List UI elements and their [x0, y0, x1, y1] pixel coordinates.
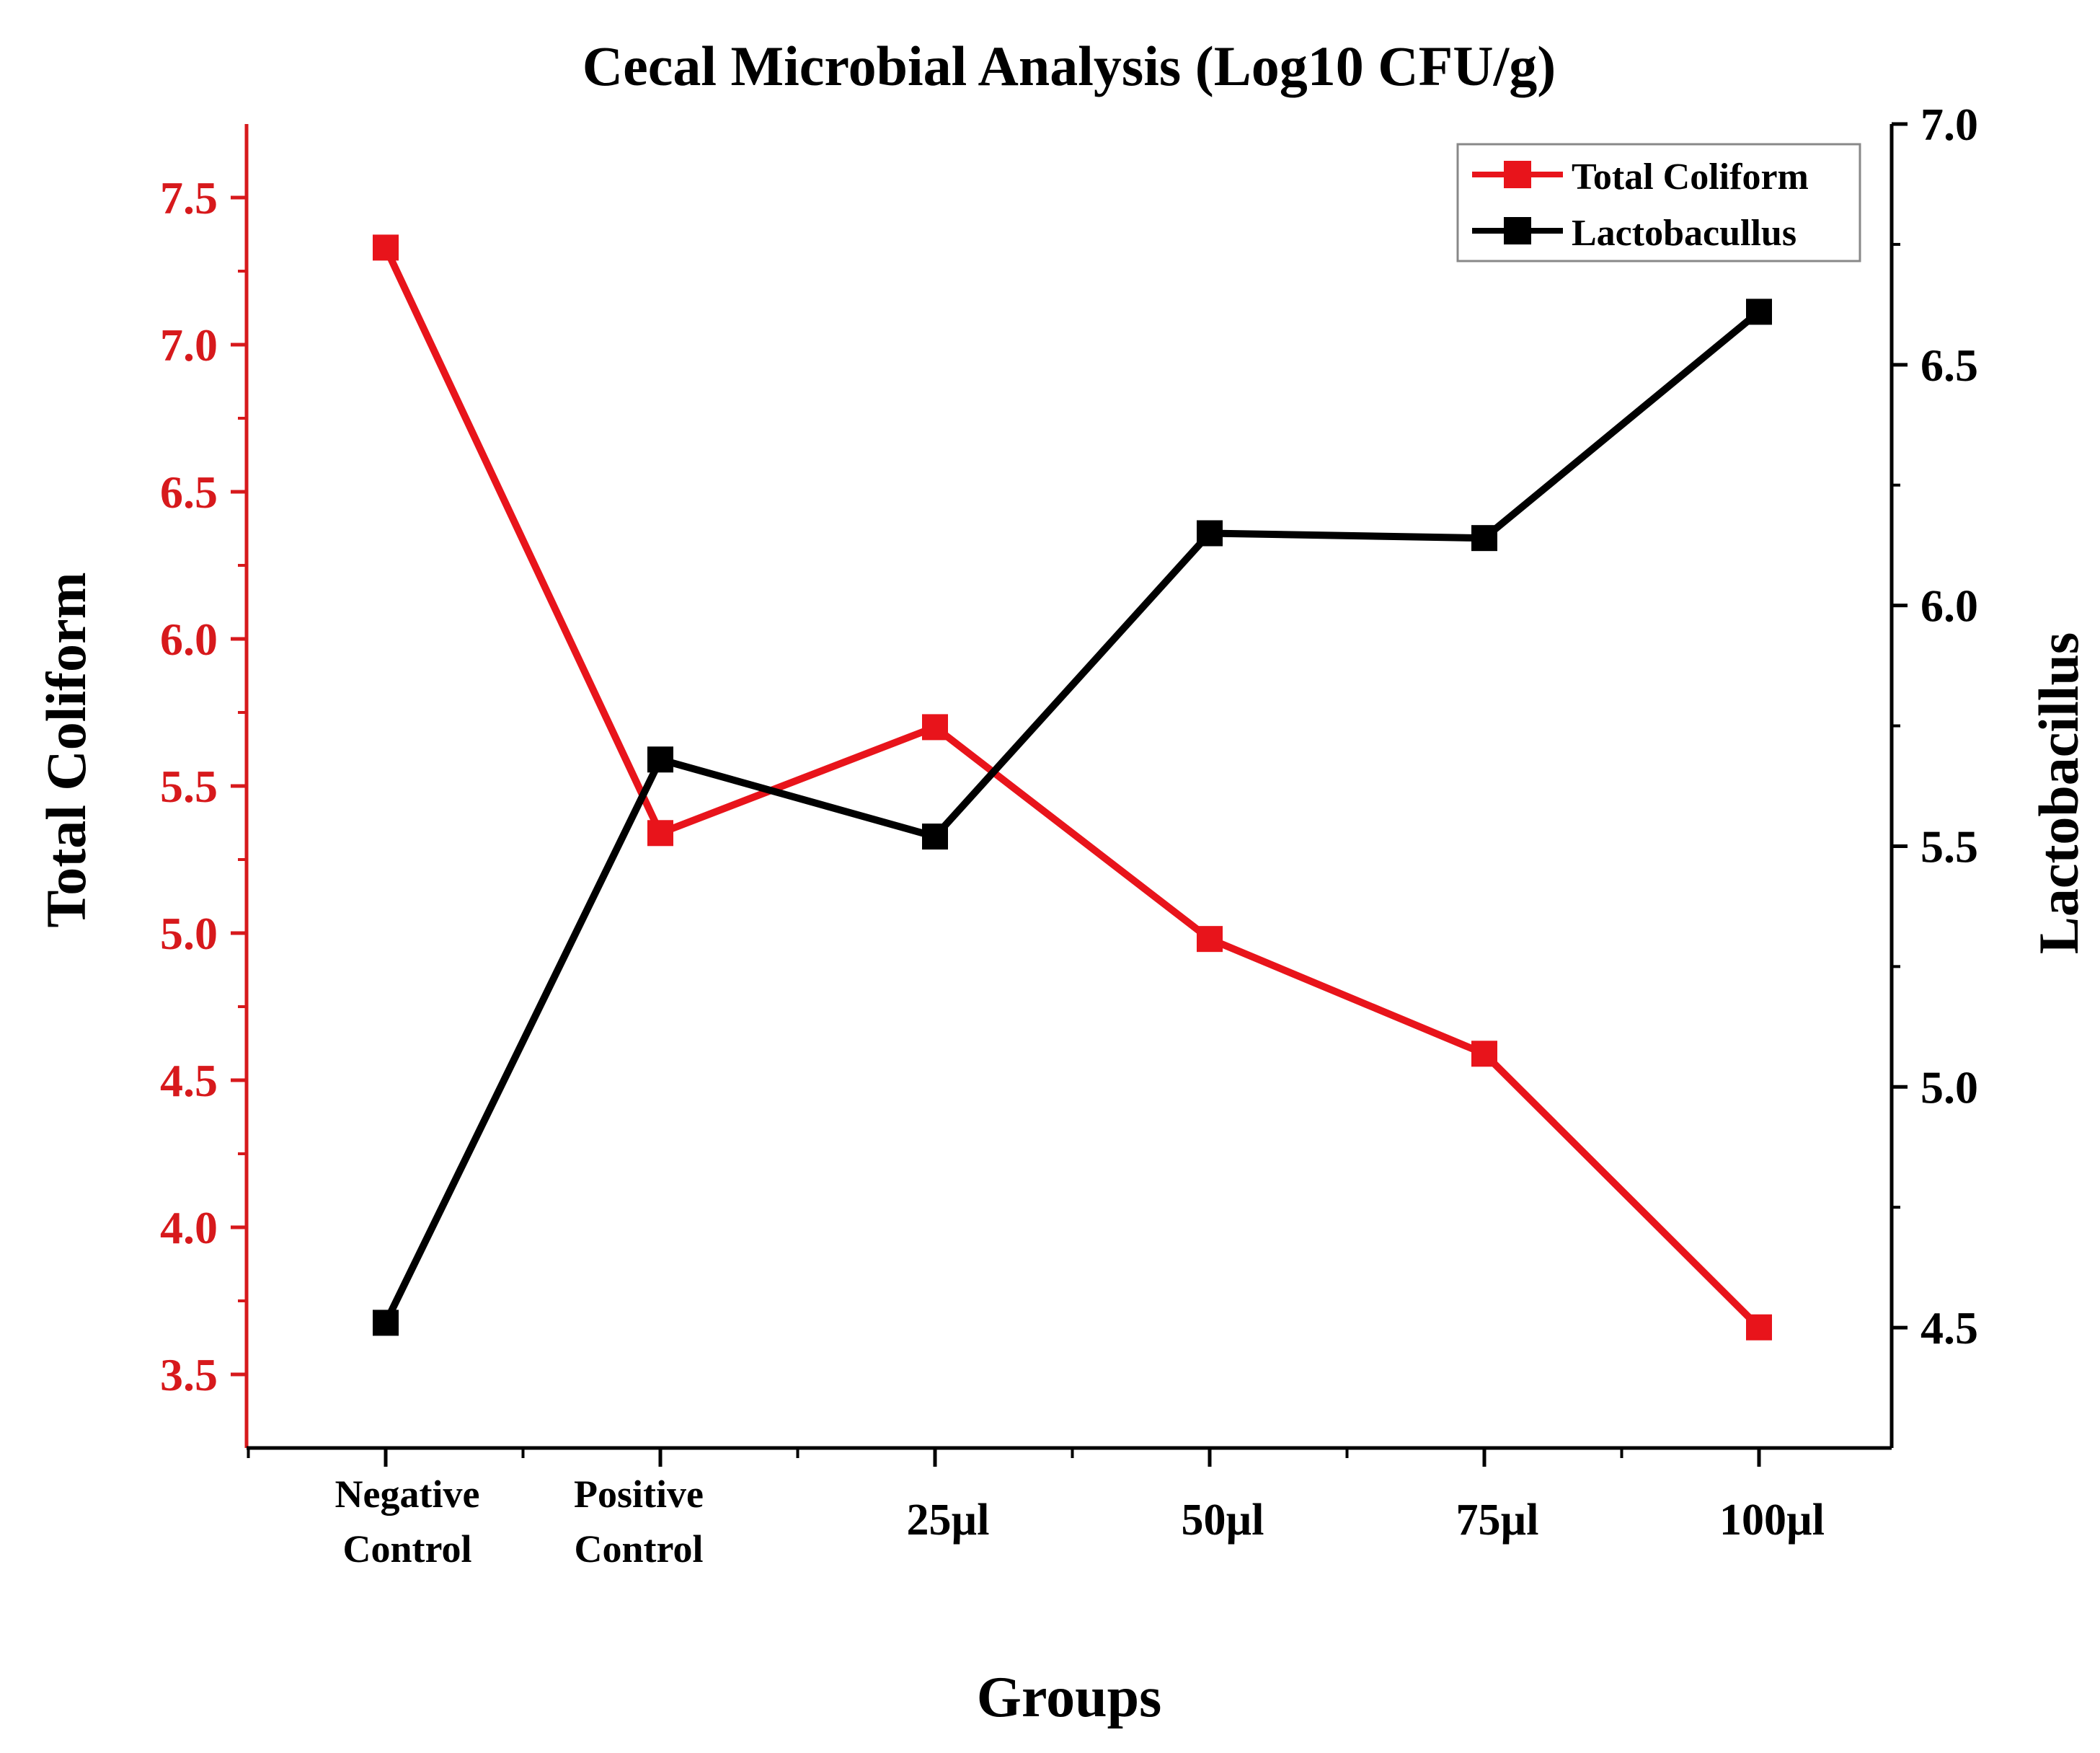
legend-label-lactobacullus: Lactobacullus — [1572, 213, 1796, 254]
y-left-tick-label: 4.5 — [160, 1055, 218, 1106]
data-point-total-coliform — [1197, 926, 1223, 953]
y-right-tick-label: 5.0 — [1920, 1061, 1978, 1113]
data-point-total-coliform — [1746, 1314, 1772, 1341]
axes — [244, 124, 1894, 1450]
y-left-tick-label: 3.5 — [160, 1349, 218, 1400]
series — [373, 234, 1772, 1341]
legend-marker-lactobacullus — [1504, 217, 1531, 244]
y-left-tick-label: 7.0 — [160, 319, 218, 371]
x-axis-ticks: Negative Control Positive Control 25µl 50µl 75… — [247, 1448, 1825, 1571]
x-axis-label: Groups — [977, 1666, 1161, 1729]
x-tick-label: Negative Control — [335, 1472, 480, 1571]
data-point-total-coliform — [1471, 1041, 1497, 1067]
data-point-lactobaculllus — [922, 823, 948, 850]
x-tick-label: Positive Control — [574, 1472, 704, 1571]
data-point-lactobaculllus — [647, 746, 673, 773]
x-tick-label-line: Negative — [335, 1472, 480, 1516]
legend: Total Coliform Lactobacullus — [1456, 143, 1861, 262]
y-right-tick-label: 6.5 — [1920, 340, 1978, 391]
x-tick-label-line: Control — [574, 1527, 703, 1571]
y-left-tick-label: 6.0 — [160, 614, 218, 665]
data-point-lactobaculllus — [373, 1310, 399, 1336]
y-right-tick-label: 5.5 — [1920, 821, 1978, 872]
y-left-tick-label: 5.0 — [160, 908, 218, 959]
x-tick-label: 100µl — [1719, 1496, 1825, 1545]
y-left-tick-label: 7.5 — [160, 172, 218, 224]
series-line-lactobaculllus — [382, 309, 1762, 1325]
data-point-lactobaculllus — [1471, 525, 1497, 552]
y-right-tick-label: 7.0 — [1920, 99, 1978, 150]
right-axis-ticks: 4.5 5.0 5.5 6.0 6.5 7.0 — [1892, 99, 1978, 1354]
data-point-total-coliform — [922, 714, 948, 741]
legend-label-total-coliform: Total Coliform — [1572, 156, 1809, 198]
x-tick-label: 25µl — [907, 1496, 990, 1545]
y-axis-right-label: Lactobacillus — [2027, 632, 2090, 954]
x-tick-label-line: Control — [342, 1527, 471, 1571]
data-point-lactobaculllus — [1197, 520, 1223, 547]
series-line-total-coliform — [382, 246, 1762, 1330]
y-left-tick-label: 6.5 — [160, 467, 218, 518]
y-right-tick-label: 4.5 — [1920, 1302, 1978, 1354]
legend-marker-total-coliform — [1504, 161, 1531, 188]
y-left-tick-label: 4.0 — [160, 1202, 218, 1253]
left-axis-ticks: 3.5 4.0 4.5 5.0 5.5 6.0 6.5 7.0 7.5 — [160, 172, 247, 1400]
chart-title: Cecal Microbial Analysis (Log10 CFU/g) — [582, 35, 1556, 97]
x-tick-label: 50µl — [1182, 1496, 1264, 1545]
data-point-total-coliform — [647, 820, 673, 847]
y-left-tick-label: 5.5 — [160, 761, 218, 812]
x-tick-label: 75µl — [1456, 1496, 1539, 1545]
x-tick-label-line: Positive — [574, 1472, 704, 1516]
data-point-total-coliform — [373, 234, 399, 261]
data-point-lactobaculllus — [1746, 299, 1772, 325]
y-axis-left-label: Total Coliform — [35, 572, 97, 927]
y-right-tick-label: 6.0 — [1920, 580, 1978, 632]
